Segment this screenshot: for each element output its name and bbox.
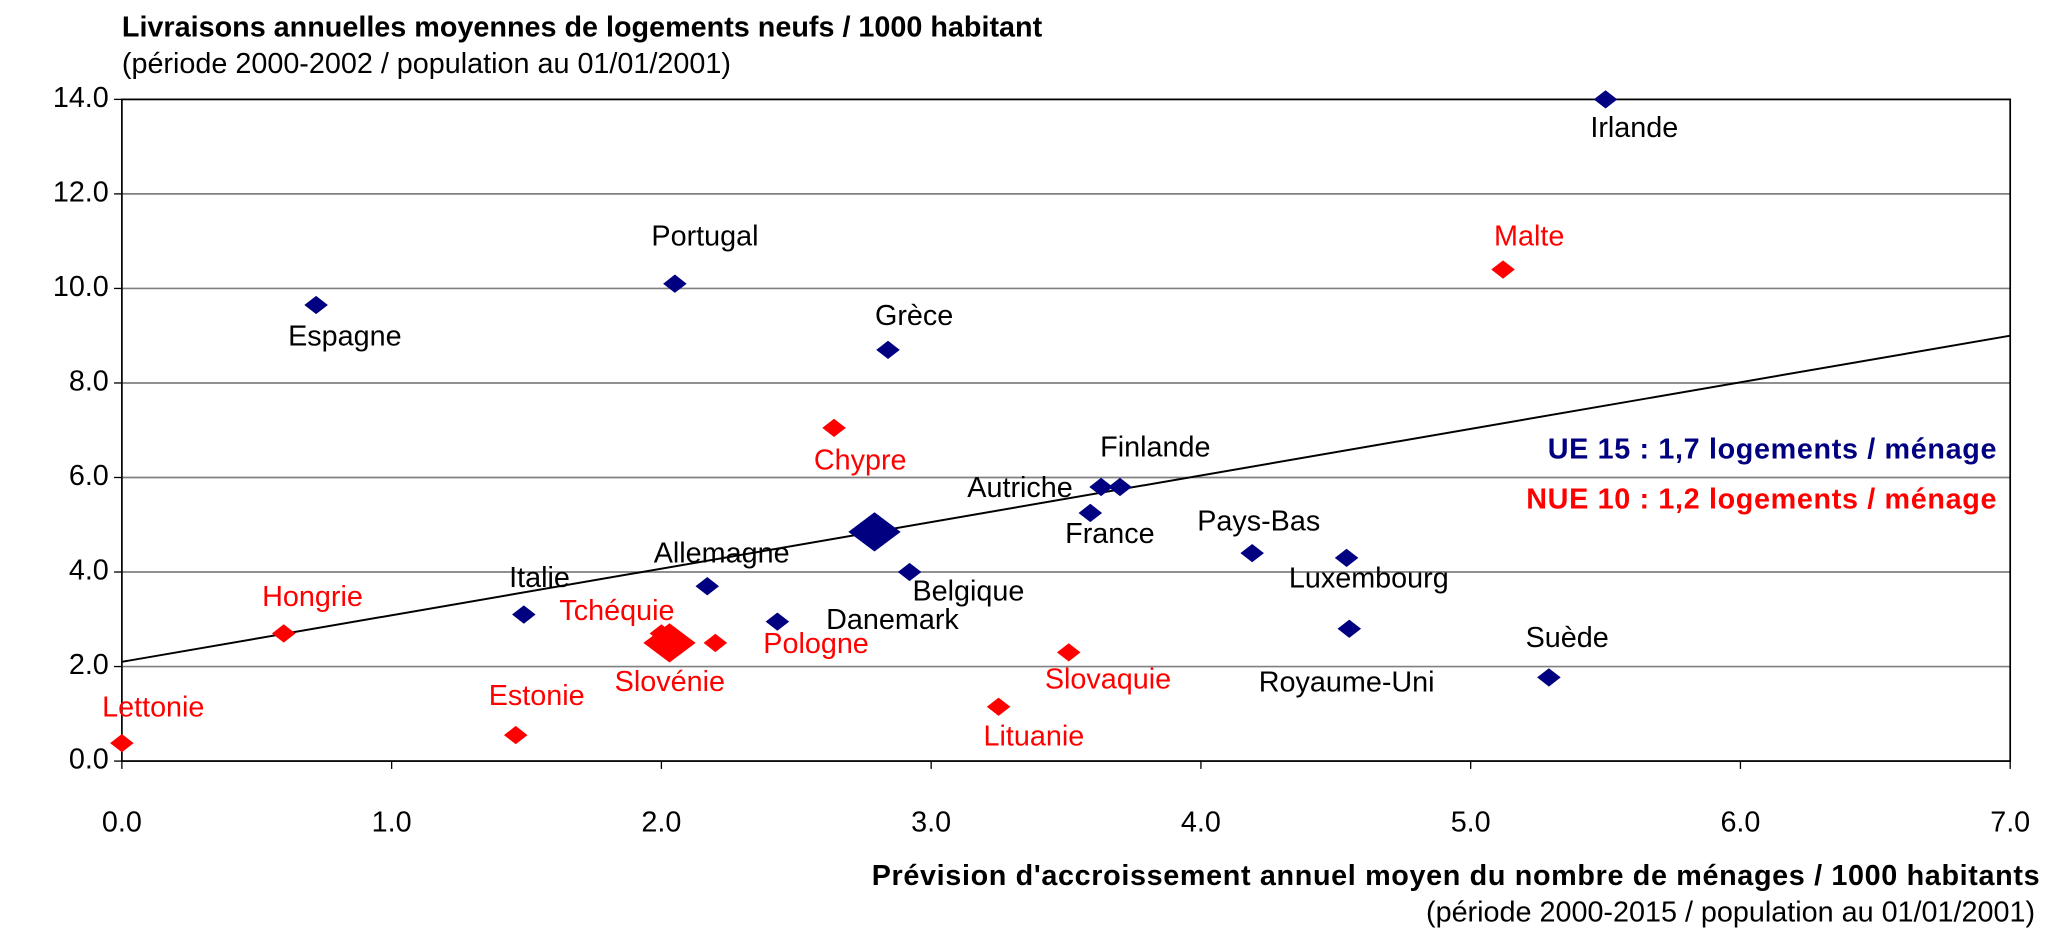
- point-label: Luxembourg: [1289, 563, 1449, 595]
- x-tick-label: 2.0: [641, 806, 681, 838]
- point: [1593, 90, 1618, 109]
- y-tick-label: 0.0: [69, 744, 109, 776]
- point: [643, 623, 696, 663]
- point-label: Espagne: [288, 320, 401, 352]
- chart-title: Livraisons annuelles moyennes de logemen…: [122, 11, 1043, 43]
- point-label: Belgique: [912, 576, 1024, 608]
- point-label: Danemark: [826, 604, 959, 636]
- point: [1334, 548, 1359, 567]
- y-tick-label: 4.0: [69, 555, 109, 587]
- point: [1491, 260, 1515, 279]
- y-tick-label: 14.0: [53, 82, 109, 114]
- point-label: Pologne: [763, 628, 869, 660]
- point-label: Suède: [1526, 622, 1609, 654]
- point-label: Lituanie: [984, 721, 1085, 753]
- legend-label: NUE 10 : 1,2 logements / ménage: [1526, 483, 1997, 515]
- x-axis-label: Prévision d'accroissement annuel moyen d…: [872, 860, 2041, 892]
- x-axis-sublabel: (période 2000-2015 / population au 01/01…: [1426, 897, 2035, 929]
- point: [503, 725, 528, 745]
- y-tick-label: 2.0: [69, 649, 109, 681]
- point: [1337, 619, 1362, 638]
- x-tick-label: 7.0: [1990, 806, 2030, 838]
- point-label: Estonie: [489, 680, 585, 712]
- point: [110, 733, 134, 753]
- point-label: Finlande: [1100, 432, 1210, 464]
- point: [1056, 643, 1081, 662]
- point: [1537, 668, 1561, 687]
- point-label: Autriche: [967, 472, 1072, 504]
- y-tick-label: 8.0: [69, 366, 109, 398]
- x-tick-label: 1.0: [372, 806, 412, 838]
- point-label: Italie: [509, 562, 570, 594]
- point: [1108, 477, 1132, 497]
- y-tick-label: 12.0: [53, 177, 109, 209]
- point-label: Grèce: [875, 300, 953, 332]
- x-tick-label: 5.0: [1451, 806, 1491, 838]
- point: [512, 605, 536, 624]
- legend-label: UE 15 : 1,7 logements / ménage: [1548, 434, 1997, 466]
- point: [663, 274, 687, 293]
- x-tick-label: 3.0: [911, 806, 951, 838]
- y-tick-label: 6.0: [69, 460, 109, 492]
- point: [1089, 477, 1113, 497]
- point: [848, 512, 901, 552]
- point: [703, 633, 728, 653]
- point-label: Malte: [1494, 221, 1564, 253]
- point-label: Slovaquie: [1045, 664, 1171, 696]
- point: [695, 577, 720, 596]
- point: [1240, 543, 1264, 563]
- point: [822, 418, 846, 438]
- plot-frame: [121, 98, 2012, 762]
- point: [876, 340, 900, 360]
- point: [765, 612, 790, 631]
- point-label: Allemagne: [654, 537, 790, 569]
- point-label: Tchéquie: [559, 595, 674, 627]
- point-label: Portugal: [651, 221, 758, 253]
- x-tick-label: 0.0: [102, 806, 142, 838]
- y-tick-label: 10.0: [53, 271, 109, 303]
- point-label: Pays-Bas: [1197, 506, 1320, 538]
- point-label: Royaume-Uni: [1259, 666, 1435, 698]
- x-tick-label: 6.0: [1720, 806, 1760, 838]
- point: [271, 624, 296, 643]
- trend-line: [121, 334, 2011, 663]
- x-tick-label: 4.0: [1181, 806, 1221, 838]
- point-label: Lettonie: [102, 692, 204, 724]
- point-label: Irlande: [1590, 112, 1678, 144]
- point-label: Slovénie: [615, 666, 725, 698]
- point: [304, 295, 328, 315]
- point: [986, 697, 1011, 716]
- point-label: France: [1065, 518, 1154, 550]
- point-label: Hongrie: [262, 581, 363, 613]
- point-label: Chypre: [814, 444, 907, 476]
- chart-subtitle: (période 2000-2002 / population au 01/01…: [122, 48, 731, 80]
